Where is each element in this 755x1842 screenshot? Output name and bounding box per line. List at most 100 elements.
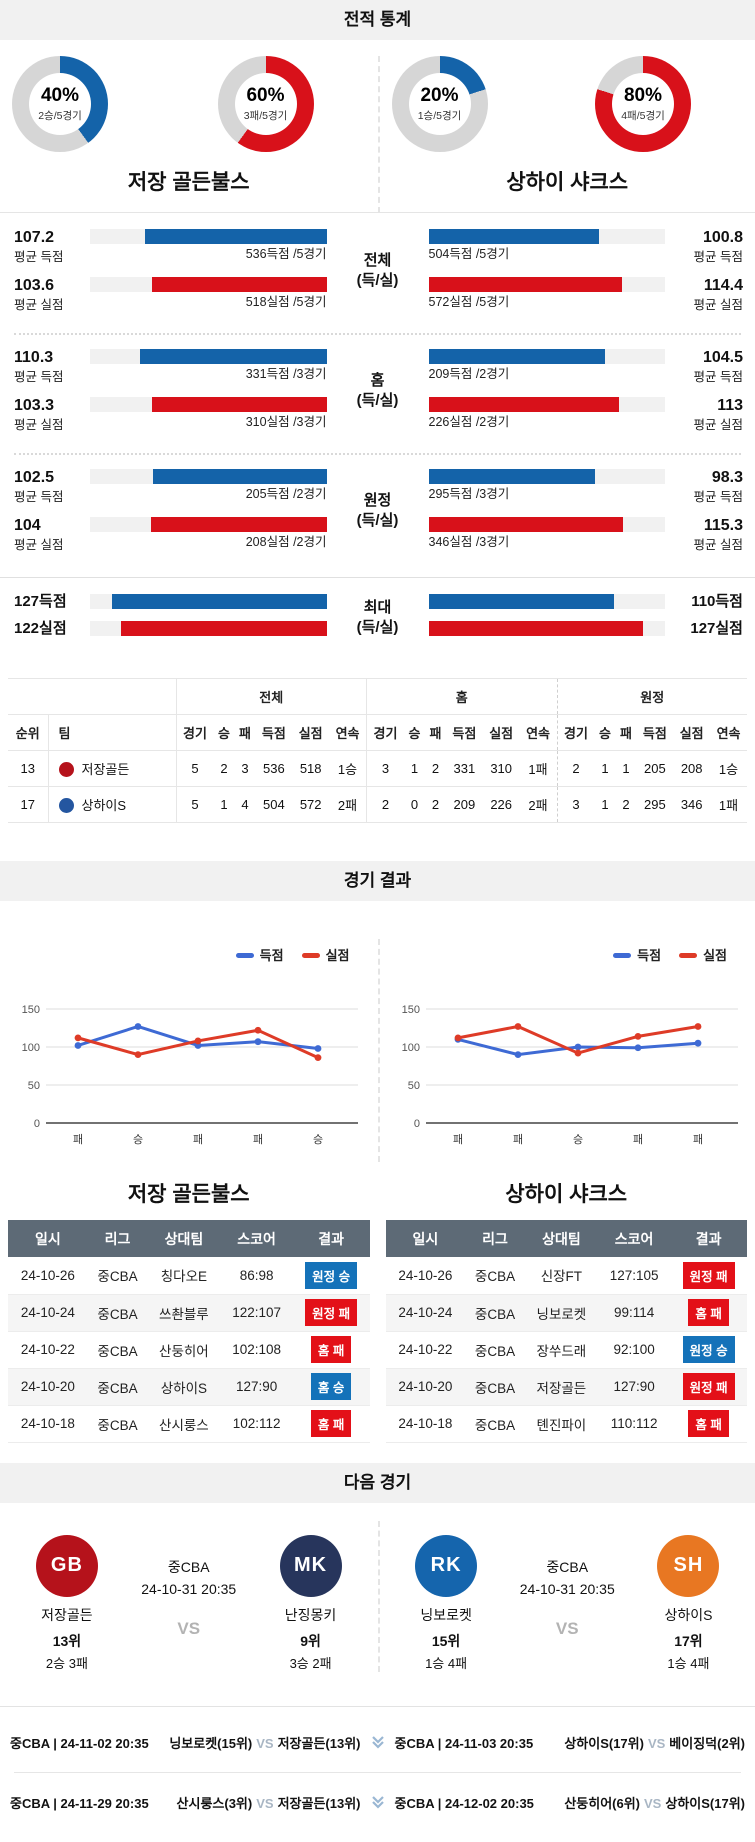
stat-cell: 518 [292,751,329,787]
match-result-cell: 홈 패 [293,1405,370,1442]
x-tick-label: 패 [452,1133,462,1146]
stat-cell: 295 [637,787,674,823]
schedule-meta: 중CBA | 24-12-02 20:35 [395,1793,534,1812]
stat-header: 패 [615,715,636,751]
stat-cell: 1 [404,751,425,787]
stat-number: 98.3 [677,469,743,487]
x-tick-label: 패 [692,1133,702,1146]
team-logo: GB [36,1535,98,1597]
rank-cell: 13 [8,751,48,787]
stat-label: 평균 득점 [677,369,743,385]
legend-label: 실점 [703,948,727,963]
group-paren: (득/실) [339,391,417,411]
result-badge: 홈 패 [688,1299,728,1326]
donut-record: 1승/5경기 [418,108,462,123]
donut-center: 60%3패/5경기 [235,73,297,135]
stat-bar-unit [90,621,327,648]
stat-cell: 1 [594,751,615,787]
data-point [634,1033,641,1040]
vs-label: VS [507,1619,628,1639]
stat-header: 경기 [176,715,213,751]
match-score: 122:107 [221,1294,293,1331]
bar-track [429,517,666,532]
team-cell-name: 상하이S [82,798,127,813]
legend-label: 득점 [260,948,284,963]
bar-track [90,594,327,609]
right-bar-fill [429,469,595,484]
stat-label: 평균 득점 [14,369,78,385]
stat-cell: 2 [367,787,404,823]
stat-bars [417,594,678,648]
bar-total-label: 226실점 /2경기 [429,415,666,430]
stat-label: 평균 실점 [14,417,78,433]
match-table-header: 일시 [8,1220,88,1257]
next-team-rank: 17위 [628,1631,749,1651]
bar-track [90,229,327,244]
stat-cell: 1패 [520,751,557,787]
data-point [75,1042,82,1049]
bar-total-label: 346실점 /3경기 [429,535,666,550]
rank-header: 순위 [8,715,48,751]
match-score: 86:98 [221,1257,293,1294]
stat-label: 평균 실점 [14,297,78,313]
match-opponent: 상하이S [147,1368,220,1405]
match-opponent: 톈진파이 [525,1405,598,1442]
team-cell-name: 저장골든 [82,762,130,777]
donut-record: 2승/5경기 [38,108,82,123]
match-result-cell: 원정 승 [670,1331,747,1368]
stat-header: 경기 [367,715,404,751]
bar-track [90,277,327,292]
left-bar-fill [152,397,327,412]
match-date: 24-10-18 [8,1405,88,1442]
match-league: 중CBA [88,1257,147,1294]
stat-cell: 331 [446,751,483,787]
stat-cell: 1 [594,787,615,823]
left-bar-fill [153,469,326,484]
match-date: 24-10-20 [8,1368,88,1405]
stat-label: 평균 실점 [677,417,743,433]
bar-track [90,469,327,484]
stat-cell: 346 [673,787,710,823]
stat-cell: 1승 [710,751,747,787]
stat-number: 127실점 [677,621,743,636]
x-tick-label: 승 [133,1133,143,1146]
stat-bar-unit: 208실점 /2경기 [90,517,327,565]
match-opponent: 신장FT [525,1257,598,1294]
data-point [454,1034,461,1041]
schedule-team: 상하이S(17위) [665,1796,745,1811]
schedule-meta: 중CBA | 24-11-29 20:35 [10,1793,149,1812]
result-badge: 원정 패 [683,1262,735,1289]
bar-total-label: 536득점 /5경기 [90,247,327,262]
